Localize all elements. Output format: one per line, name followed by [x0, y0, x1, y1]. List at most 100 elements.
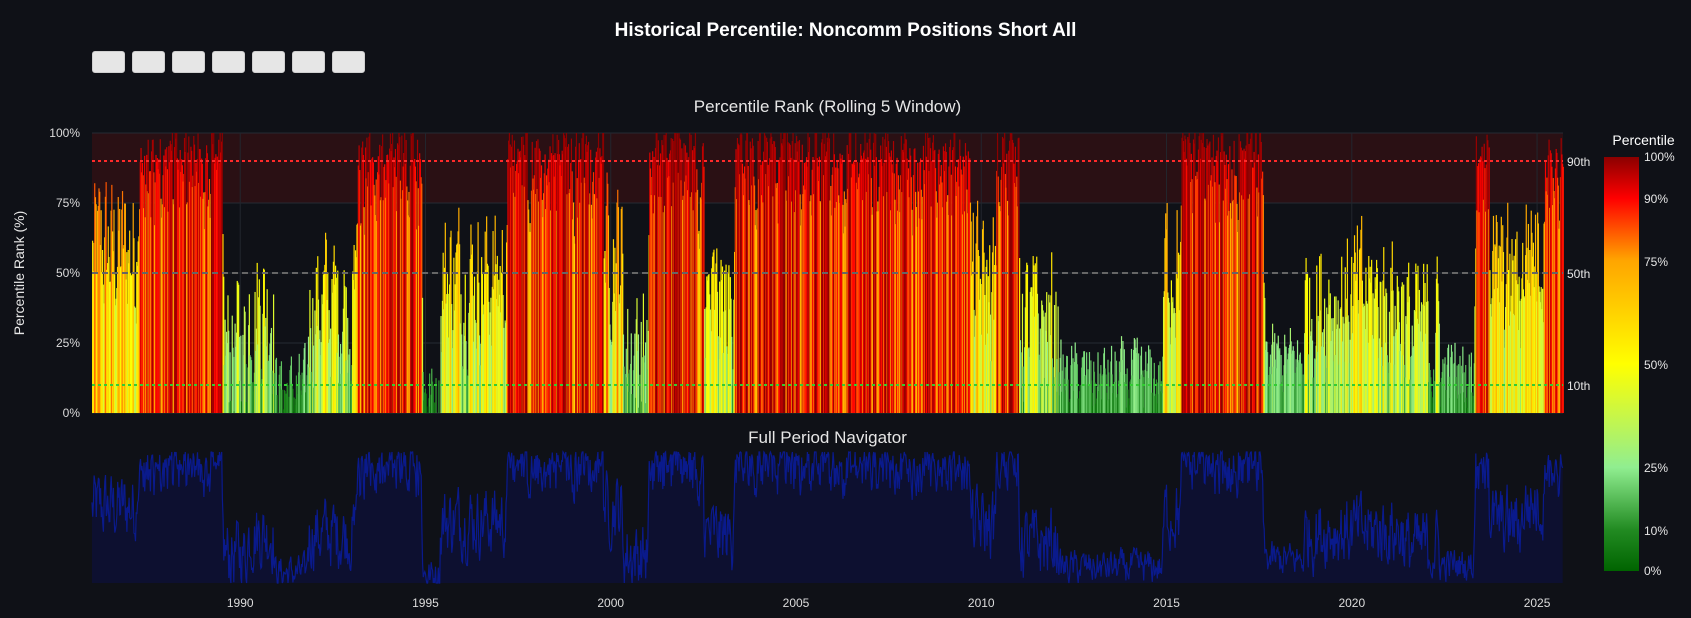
- bar: [1016, 176, 1018, 413]
- bar: [914, 148, 916, 413]
- navigator-plot[interactable]: [91, 448, 1564, 584]
- bar: [1269, 354, 1272, 413]
- bar: [395, 176, 397, 413]
- bar: [468, 302, 471, 413]
- bar: [303, 348, 305, 413]
- bar: [384, 197, 387, 413]
- bar: [519, 150, 521, 414]
- bar: [1465, 397, 1468, 413]
- bar: [650, 195, 652, 413]
- bar: [865, 191, 868, 413]
- bar: [471, 244, 473, 413]
- bar: [210, 133, 213, 413]
- bar: [317, 256, 319, 413]
- bar: [1151, 392, 1153, 413]
- bar: [1459, 355, 1461, 413]
- bar: [1455, 377, 1457, 413]
- bar: [553, 176, 555, 413]
- range-button-2[interactable]: [132, 51, 165, 73]
- main-plot[interactable]: [92, 132, 1564, 414]
- bar: [1211, 157, 1213, 413]
- bar: [243, 306, 245, 413]
- bar: [1190, 153, 1192, 413]
- bar: [759, 133, 761, 413]
- bar: [1296, 340, 1299, 413]
- bar: [1229, 146, 1231, 413]
- bar: [957, 167, 959, 413]
- bar: [1105, 374, 1107, 413]
- bar: [1414, 311, 1416, 413]
- bar: [651, 176, 653, 413]
- range-button-1[interactable]: [92, 51, 125, 73]
- bar: [1366, 303, 1368, 413]
- bar: [208, 178, 211, 413]
- bar: [1366, 301, 1368, 413]
- bar: [640, 321, 642, 413]
- bar: [683, 143, 685, 414]
- bar: [952, 150, 954, 413]
- bar: [991, 292, 993, 413]
- bar: [1326, 367, 1329, 413]
- bar: [458, 207, 460, 413]
- bar: [722, 352, 724, 413]
- range-button-5[interactable]: [252, 51, 285, 73]
- bar: [505, 242, 508, 413]
- bar: [560, 175, 563, 413]
- colorbar-tick-label: 25%: [1644, 461, 1668, 475]
- bar: [530, 190, 533, 413]
- bar: [1544, 221, 1546, 413]
- bar: [579, 202, 581, 413]
- bar: [1441, 372, 1443, 413]
- bar: [717, 336, 719, 413]
- bar: [726, 353, 729, 413]
- bar: [888, 152, 890, 413]
- bar: [1079, 384, 1081, 413]
- range-button-3[interactable]: [172, 51, 205, 73]
- bar: [1074, 342, 1076, 413]
- bar: [1105, 392, 1108, 413]
- bar: [1258, 192, 1260, 413]
- bar: [268, 355, 270, 413]
- bar: [1126, 368, 1128, 413]
- bar: [366, 137, 368, 413]
- range-button-4[interactable]: [212, 51, 245, 73]
- bar: [1324, 355, 1326, 413]
- range-button-7[interactable]: [332, 51, 365, 73]
- bar: [247, 367, 249, 413]
- bar: [1535, 273, 1537, 413]
- bar: [291, 383, 293, 413]
- bar: [252, 382, 254, 413]
- bar: [578, 143, 580, 414]
- bar: [325, 232, 327, 413]
- bar: [1534, 214, 1537, 413]
- bar: [286, 382, 288, 413]
- bar: [255, 350, 257, 413]
- bar: [128, 263, 130, 413]
- bar: [818, 156, 821, 413]
- bar: [506, 224, 508, 413]
- bar: [322, 274, 325, 413]
- bar: [1155, 379, 1158, 413]
- bar: [1514, 315, 1516, 413]
- bar: [808, 152, 810, 413]
- bar: [975, 243, 977, 413]
- bar: [456, 243, 459, 413]
- bar: [1413, 346, 1415, 413]
- bar: [1197, 179, 1199, 413]
- bar: [751, 185, 753, 413]
- range-button-6[interactable]: [292, 51, 325, 73]
- bar: [766, 141, 768, 413]
- bar: [1555, 148, 1557, 413]
- bar: [533, 189, 535, 413]
- bar: [1146, 371, 1148, 413]
- bar: [926, 162, 928, 413]
- bar: [791, 140, 793, 413]
- bar: [614, 247, 616, 413]
- bar: [1242, 199, 1244, 413]
- bar: [1282, 391, 1284, 413]
- bar: [466, 375, 469, 413]
- bar: [166, 169, 169, 413]
- bar: [827, 142, 829, 413]
- bar: [154, 182, 156, 413]
